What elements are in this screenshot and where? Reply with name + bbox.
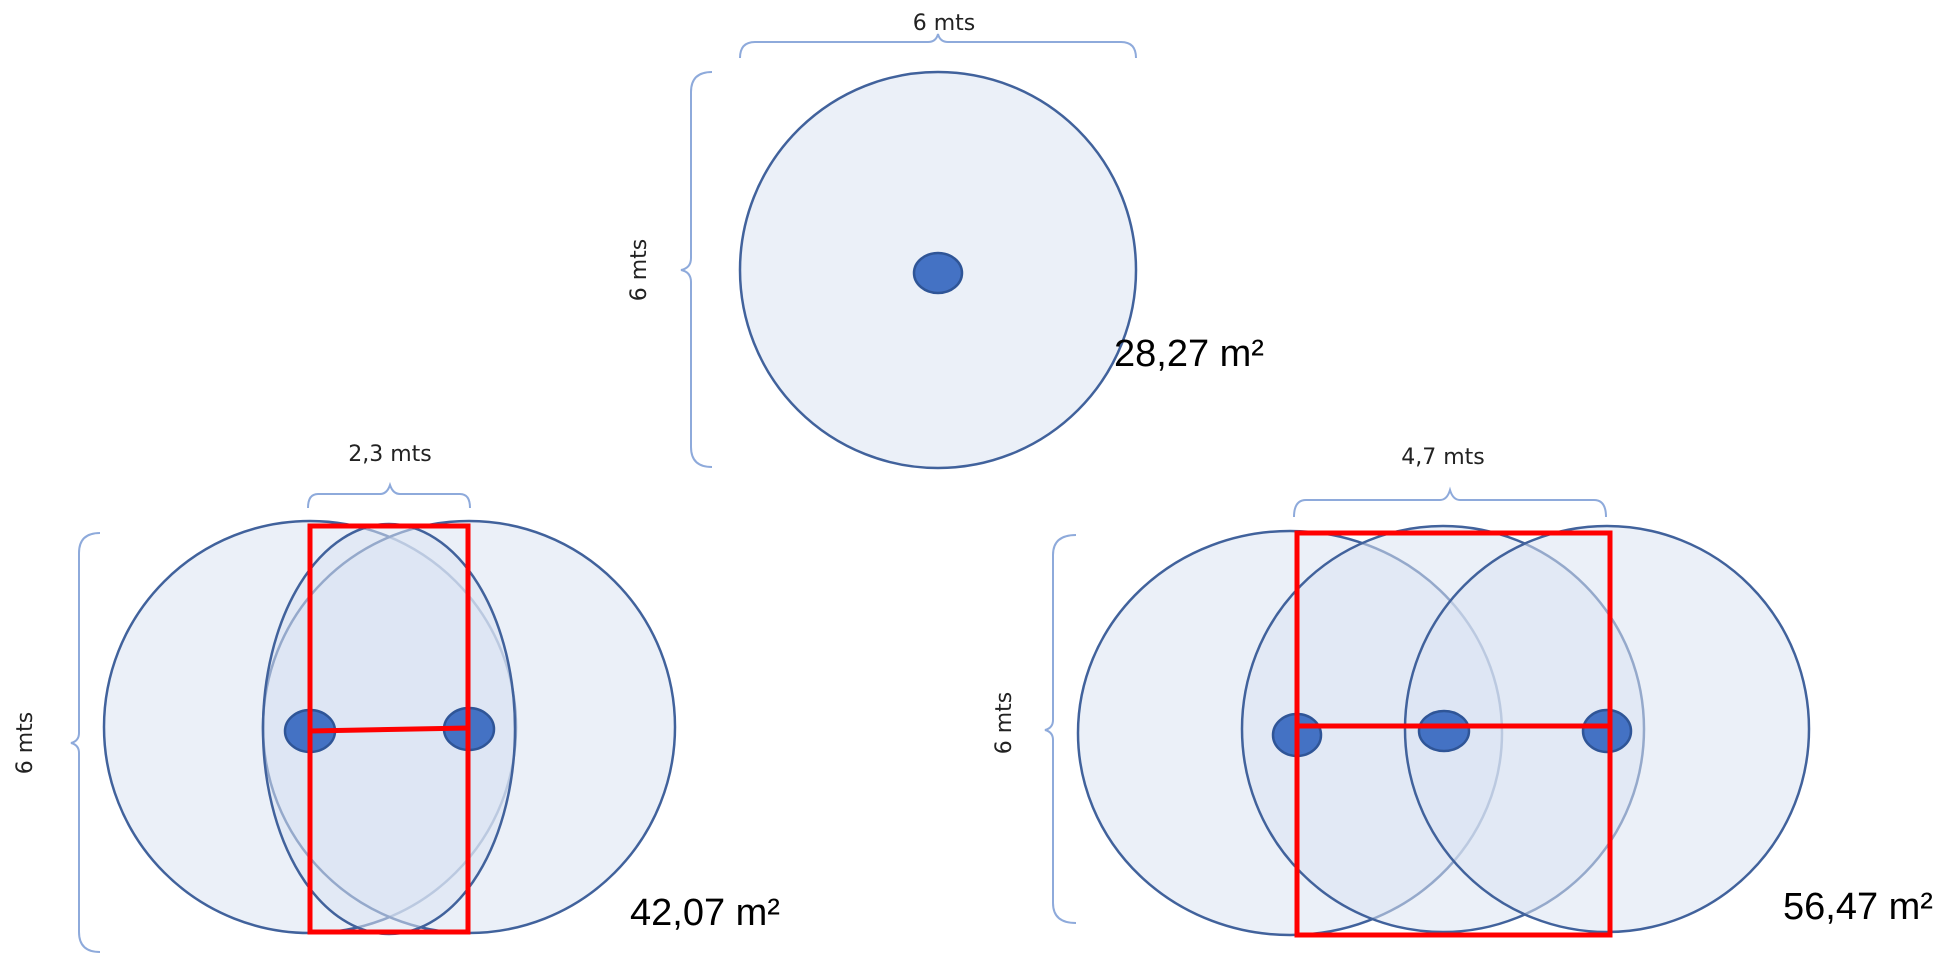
- single-sprinkler-diagram: 6 mts 6 mts 28,27 m²: [627, 11, 1264, 470]
- triple-sprinkler-diagram: 4,7 mts 6 mts 56,47 m²: [992, 445, 1933, 938]
- left-height-brace: [70, 532, 101, 953]
- top-width-label: 6 mts: [913, 11, 976, 36]
- top-height-brace: [680, 71, 713, 468]
- left-height-label: 6 mts: [13, 712, 38, 775]
- top-height-label: 6 mts: [627, 239, 652, 302]
- sprinkler-head: [1417, 709, 1471, 753]
- right-height-label: 6 mts: [992, 692, 1017, 755]
- right-width-brace: [1293, 486, 1607, 518]
- sprinkler-head: [912, 251, 964, 295]
- top-width-brace: [739, 33, 1137, 59]
- left-area-label: 42,07 m²: [630, 892, 780, 934]
- top-area-label: 28,27 m²: [1114, 333, 1264, 375]
- spacing-line: [309, 725, 470, 734]
- coverage-rectangle: [1294, 530, 1613, 938]
- right-width-label: 4,7 mts: [1401, 445, 1485, 470]
- right-height-brace: [1044, 534, 1077, 924]
- right-area-label: 56,47 m²: [1783, 886, 1933, 928]
- left-width-brace: [307, 481, 471, 509]
- double-sprinkler-diagram: 2,3 mts 6 mts 42,07 m²: [13, 442, 780, 953]
- left-width-label: 2,3 mts: [348, 442, 432, 467]
- sprinkler-head: [1581, 708, 1633, 754]
